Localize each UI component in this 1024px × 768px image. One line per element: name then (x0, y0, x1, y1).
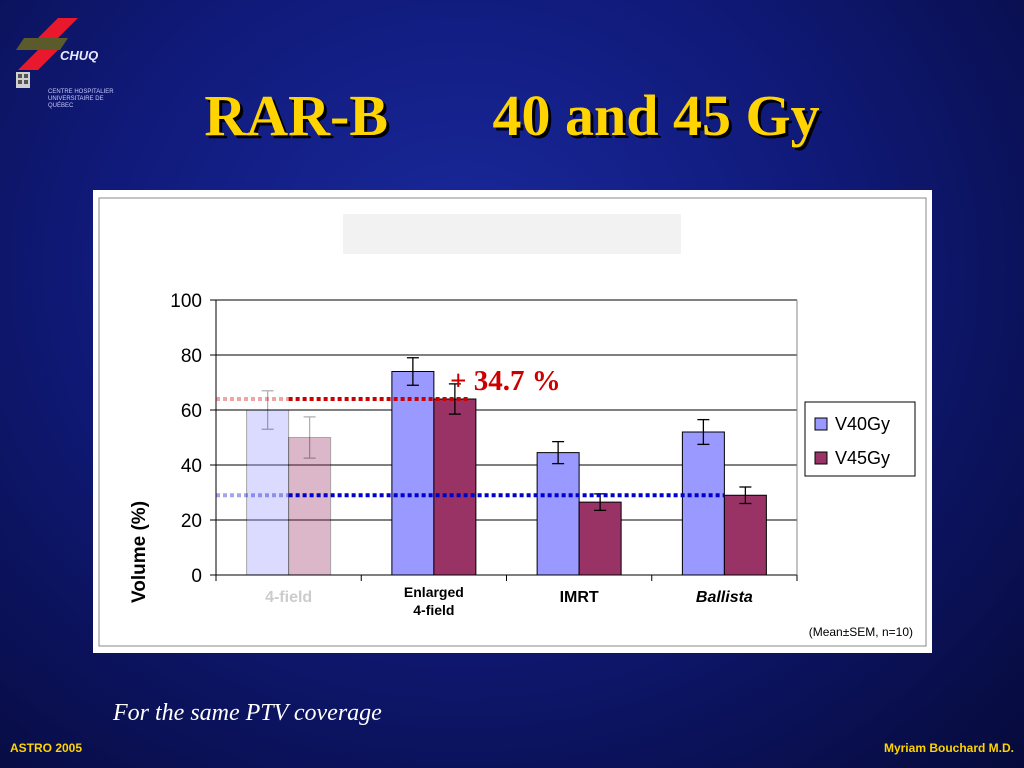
increase-annotation: + 34.7 % (450, 365, 561, 397)
category-label-box (367, 580, 500, 626)
y-tick-label: 0 (191, 566, 202, 587)
logo-text: CHUQ (60, 48, 99, 63)
bar-chart: 0 20 40 60 80 100 4-field Enlarged 4-field IMRT B… (98, 197, 927, 647)
y-tick-label: 20 (181, 511, 202, 532)
category-label-box (513, 580, 646, 608)
error-bar (739, 486, 752, 505)
legend-label-V45Gy: V45Gy (835, 448, 890, 468)
bar-V40Gy-1 (391, 371, 435, 576)
chart-panel: 0 20 40 60 80 100 4-field Enlarged 4-field IMRT B… (93, 190, 932, 653)
category-label-box (658, 580, 791, 608)
y-tick-label: 40 (181, 456, 202, 477)
error-bar (303, 416, 316, 459)
category-label: Ballista (696, 589, 753, 606)
logo-graphic (16, 18, 78, 88)
legend: V40Gy V45Gy (804, 401, 916, 477)
bar-V45Gy-1 (433, 398, 477, 576)
category-label: Enlarged (404, 584, 464, 600)
chart-border (98, 197, 927, 647)
y-tick-label: 100 (170, 291, 202, 312)
bar-V45Gy-0 (288, 437, 332, 576)
category-label: 4-field (265, 589, 312, 606)
legend-label-V40Gy: V40Gy (835, 414, 890, 434)
y-tick-label: 80 (181, 346, 202, 367)
bar-V40Gy-0 (246, 409, 290, 576)
axis-layer: 0 20 40 60 80 100 (170, 291, 798, 587)
bar-V45Gy-2 (578, 501, 622, 576)
legend-swatch-V40Gy (814, 417, 828, 431)
category-label: 4-field (413, 602, 454, 618)
title-left: RAR-B (204, 83, 389, 148)
bar-V45Gy-3 (723, 494, 767, 576)
logo-subtitle: CENTRE HOSPITALIER UNIVERSITAIRE DE QUÉB… (48, 89, 114, 109)
category-label: IMRT (560, 589, 599, 606)
y-axis-label: Volume (%) (129, 501, 150, 603)
category-labels-layer: 4-field Enlarged 4-field IMRT Ballista (222, 580, 791, 626)
chuq-logo: CHUQ CENTRE HOSPITALIER UNIVERSITAIRE DE… (12, 16, 114, 109)
bar-V40Gy-3 (681, 431, 725, 576)
y-tick-label: 60 (181, 401, 202, 422)
title-right: 40 and 45 Gy (492, 83, 820, 148)
category-label-box (222, 580, 355, 608)
legend-swatch-V45Gy (814, 451, 828, 465)
bars-layer (246, 357, 767, 576)
slide-title: RAR-B 40 and 45 Gy (0, 82, 1024, 149)
reference-lines-layer (216, 397, 725, 498)
error-bar (552, 440, 565, 465)
footer-conference: ASTRO 2005 (10, 741, 83, 755)
error-bar (697, 418, 710, 446)
error-bar (261, 390, 274, 430)
footnote: (Mean±SEM, n=10) (809, 625, 913, 639)
title-placeholder (343, 214, 681, 254)
error-bar (448, 383, 461, 415)
bar-V40Gy-2 (536, 452, 580, 576)
ptv-note: For the same PTV coverage (113, 700, 382, 726)
error-bar (406, 357, 419, 386)
footer-author: Myriam Bouchard M.D. (883, 741, 1014, 755)
